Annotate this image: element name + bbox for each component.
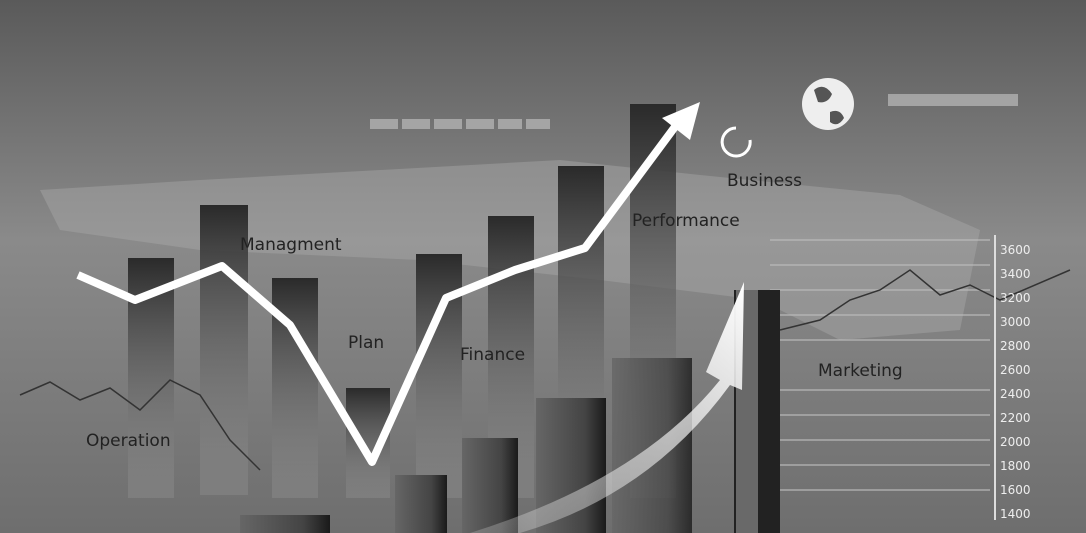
- background-line: [19, 379, 261, 471]
- scale-label: 2800: [1000, 339, 1031, 353]
- arrow-head: [662, 102, 700, 140]
- globe-icon: [802, 78, 854, 130]
- label-plan: Plan: [348, 333, 384, 353]
- scale-label: 2400: [1000, 387, 1031, 401]
- scale-label: 1800: [1000, 459, 1031, 473]
- scale-label: 1600: [1000, 483, 1031, 497]
- trend-arrow: [76, 117, 684, 466]
- scale-label: 1400: [1000, 507, 1031, 521]
- refresh-icon: [720, 126, 752, 158]
- scale-label: 3000: [1000, 315, 1031, 329]
- scale-label: 2600: [1000, 363, 1031, 377]
- label-marketing: Marketing: [818, 361, 903, 381]
- label-operation: Operation: [86, 431, 171, 451]
- scale-label: 3400: [1000, 267, 1031, 281]
- scale-label: 2000: [1000, 435, 1031, 449]
- label-performance: Performance: [632, 211, 740, 231]
- label-business: Business: [727, 171, 802, 191]
- background-line: [779, 269, 1071, 331]
- label-management: Managment: [240, 235, 342, 255]
- label-finance: Finance: [460, 345, 525, 365]
- horizontal-stripes: [770, 239, 990, 491]
- curved-arrow: [470, 282, 744, 533]
- globe-continents: [814, 86, 844, 125]
- top-decoration: [370, 94, 1018, 129]
- scale-label: 3600: [1000, 243, 1031, 257]
- scale-label: 2200: [1000, 411, 1031, 425]
- scale-label: 3200: [1000, 291, 1031, 305]
